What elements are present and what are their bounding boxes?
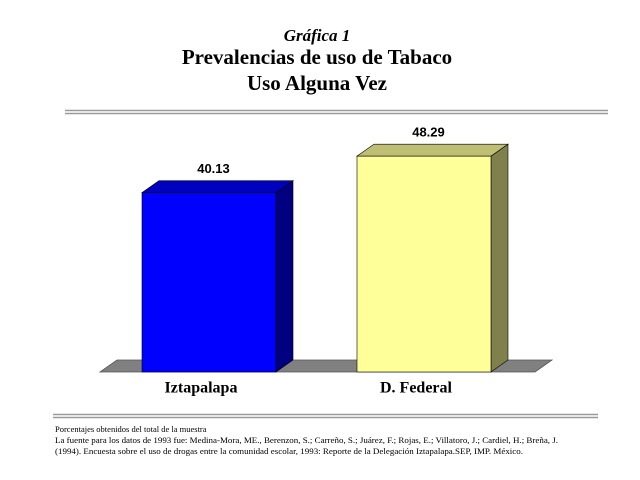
bar-side [490,143,509,373]
footnote: Porcentajes obtenidos del total de la mu… [55,424,207,434]
bar [141,192,277,373]
x-tick-label: Iztapalapa [165,380,238,397]
footnote: (1994). Encuesta sobre el uso de drogas … [55,446,523,456]
bar [356,155,492,373]
bar-top [356,143,509,157]
footnote: La fuente para los datos de 1993 fue: Me… [55,435,558,445]
chart-label: Gráfica 1 [284,26,351,45]
chart-title: Prevalencias de uso de Tabaco [182,45,452,69]
bar-side [275,180,294,373]
bar-top [141,180,294,193]
data-label: 48.29 [412,125,445,140]
data-label: 40.13 [197,161,230,176]
x-tick-label: D. Federal [380,380,453,397]
chart-subtitle: Uso Alguna Vez [247,71,387,95]
